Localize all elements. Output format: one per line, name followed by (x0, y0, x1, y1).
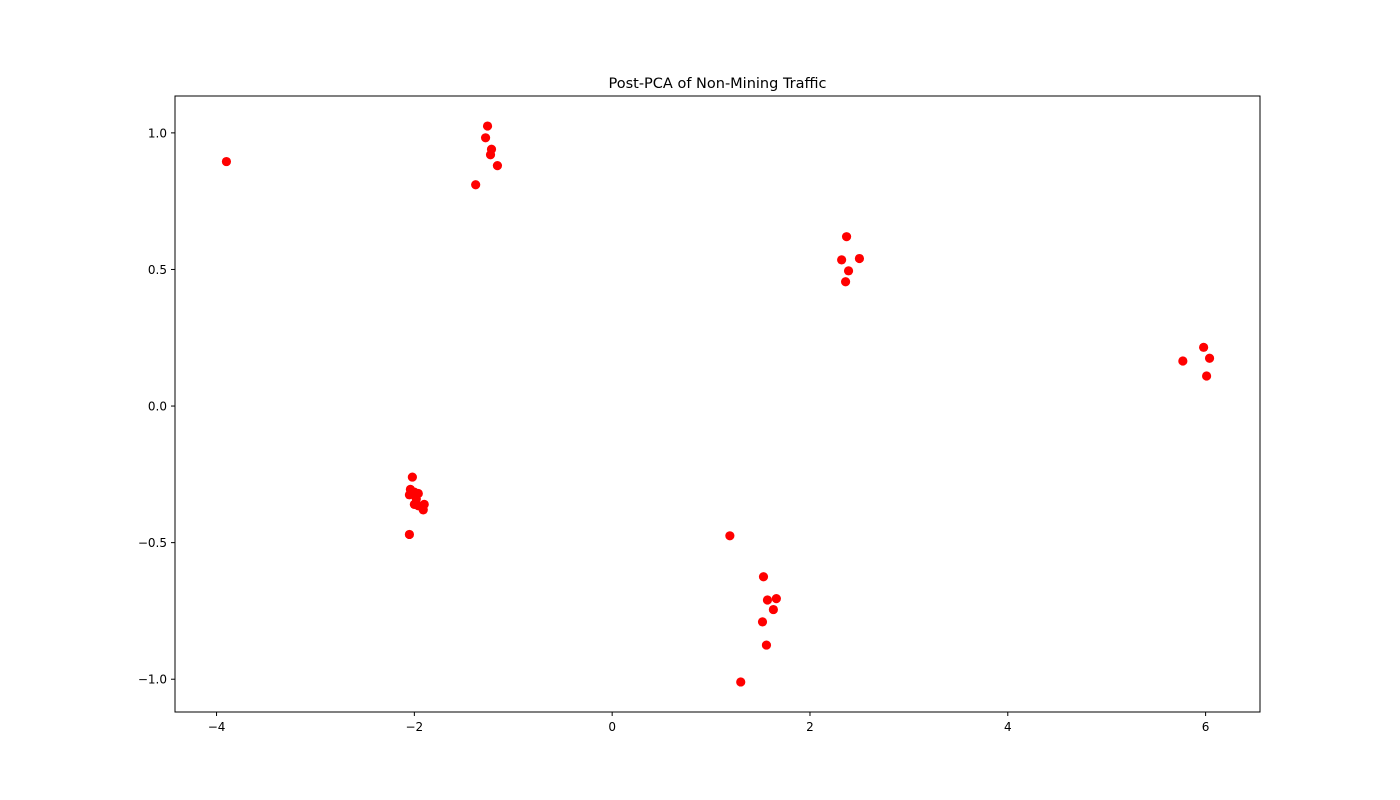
data-point (761, 640, 772, 650)
data-point (1199, 342, 1209, 352)
data-point (854, 253, 865, 264)
data-point (480, 133, 491, 143)
data-point (1178, 356, 1188, 366)
x-tick-label: −2 (406, 720, 424, 734)
data-point (771, 594, 781, 604)
y-tick-label: −0.5 (138, 536, 167, 550)
y-tick-label: 1.0 (148, 126, 167, 140)
x-tick-label: 6 (1202, 720, 1210, 734)
y-tick-label: 0.5 (148, 263, 167, 277)
data-point (725, 531, 735, 541)
data-point (407, 472, 417, 482)
data-point (736, 677, 746, 687)
x-tick-label: 4 (1004, 720, 1012, 734)
data-point (492, 161, 503, 171)
chart-title: Post-PCA of Non-Mining Traffic (608, 76, 826, 92)
x-tick-label: 2 (806, 720, 814, 734)
data-point (471, 180, 481, 190)
data-point (768, 604, 778, 615)
data-point (1204, 353, 1215, 363)
data-point (840, 277, 851, 287)
data-point (418, 505, 428, 515)
y-tick-label: 0.0 (148, 400, 167, 414)
x-tick-label: 0 (608, 720, 616, 734)
data-point (762, 595, 773, 605)
data-point (757, 617, 768, 627)
data-point (221, 156, 232, 167)
plot-area (175, 96, 1260, 712)
data-point (841, 232, 852, 242)
data-point (404, 529, 415, 540)
x-axis-ticks: −4 −2 0 2 4 6 (208, 712, 1210, 734)
plot-frame (174, 95, 1261, 713)
data-point (485, 150, 496, 160)
data-point (837, 255, 847, 265)
x-tick-label: −4 (208, 720, 226, 734)
y-tick-label: −1.0 (138, 673, 167, 687)
data-point (482, 121, 493, 131)
y-axis-ticks: −1.0 −0.5 0.0 0.5 1.0 (138, 126, 175, 687)
data-point (1201, 371, 1212, 381)
data-points (221, 121, 1215, 687)
data-point (843, 266, 854, 276)
data-point (758, 572, 769, 582)
